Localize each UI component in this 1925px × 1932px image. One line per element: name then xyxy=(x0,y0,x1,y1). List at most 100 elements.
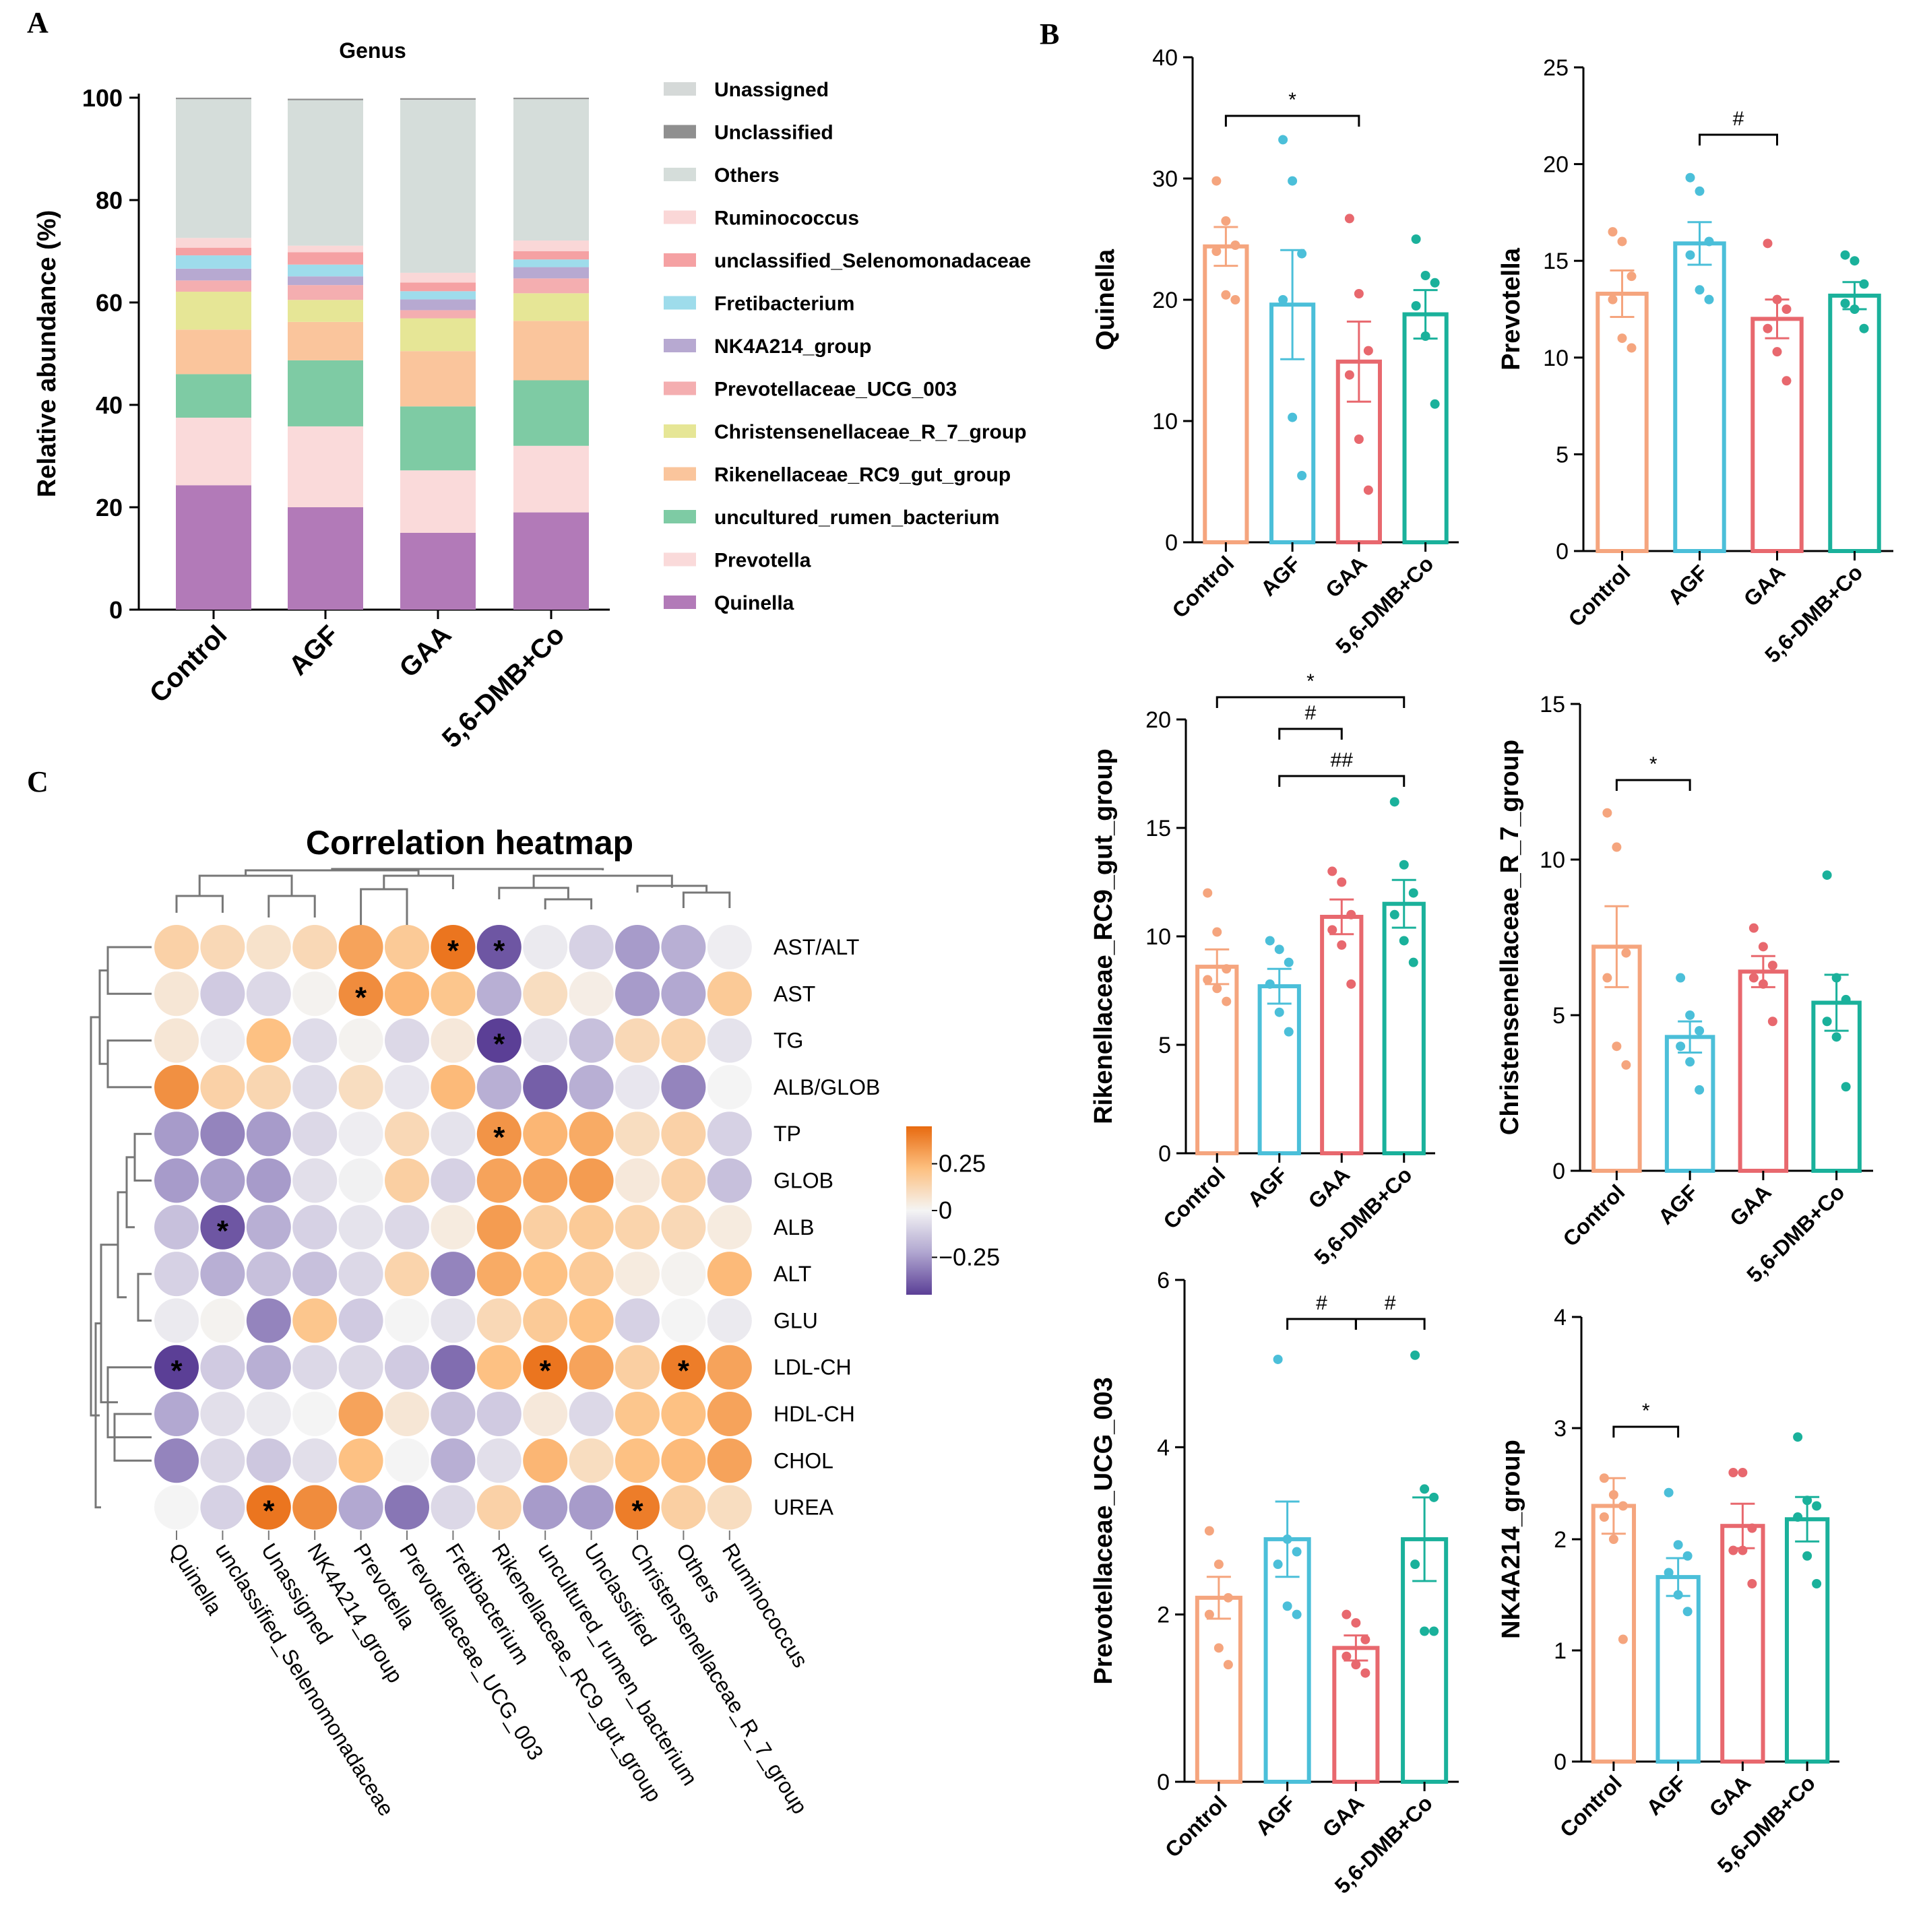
data-point-control xyxy=(1599,1512,1609,1522)
significance-bracket xyxy=(1699,133,1778,146)
heatmap-cell xyxy=(431,1018,476,1063)
data-point-5-6-dmb-co xyxy=(1793,1432,1803,1442)
data-point-5-6-dmb-co xyxy=(1430,278,1440,288)
data-point-gaa xyxy=(1781,376,1792,386)
data-point-control xyxy=(1203,888,1213,898)
heatmap-cell xyxy=(615,1298,660,1343)
data-point-5-6-dmb-co xyxy=(1399,860,1409,870)
data-point-gaa xyxy=(1342,1651,1352,1661)
heatmap-cell xyxy=(523,1392,568,1436)
heatmap-cell xyxy=(615,1018,660,1063)
data-point-agf xyxy=(1282,1601,1292,1611)
x-tick-label: AGF xyxy=(1653,1180,1703,1229)
stack-segment-nk4a214-group xyxy=(176,268,251,281)
data-point-agf xyxy=(1292,1609,1302,1619)
stack-segment-rikenellaceae-rc9-gut-group xyxy=(176,329,251,375)
data-point-gaa xyxy=(1360,1668,1370,1678)
stack-segment-others xyxy=(513,99,589,241)
data-point-gaa xyxy=(1758,942,1768,952)
y-tick-label: 10 xyxy=(1540,847,1565,873)
heatmap-cell xyxy=(292,971,338,1017)
stack-segment-christensenellaceae-r-7-group xyxy=(176,292,251,330)
y-tick-label: 20 xyxy=(96,494,123,521)
heatmap-cell xyxy=(292,1204,338,1250)
significance-label: # xyxy=(1733,108,1744,130)
heatmap-cell xyxy=(385,925,429,969)
data-point-agf xyxy=(1288,176,1298,186)
heatmap-cell xyxy=(661,1345,706,1390)
row-label: LDL-CH xyxy=(774,1355,852,1380)
heatmap-cell xyxy=(200,1064,245,1109)
heatmap-cell xyxy=(385,1204,429,1250)
x-tick-label: GAA xyxy=(1303,1162,1354,1213)
y-tick-label: 20 xyxy=(1145,707,1171,733)
heatmap-cell xyxy=(523,1252,568,1297)
heatmap-cell xyxy=(200,925,245,969)
significance-star: * xyxy=(493,1121,505,1154)
x-tick-label: AGF xyxy=(1663,560,1712,609)
heatmap-cell xyxy=(431,1298,476,1343)
data-point-control xyxy=(1608,1535,1618,1544)
heatmap-cell xyxy=(476,925,522,969)
heatmap-cell xyxy=(246,1392,291,1436)
x-tick-label: GAA xyxy=(1739,560,1790,611)
stack-segment-uncultured-rumen-bacterium xyxy=(400,406,476,471)
data-point-5-6-dmb-co xyxy=(1822,870,1832,880)
heatmap-cell xyxy=(246,925,291,969)
heatmap-cell xyxy=(661,1252,706,1297)
data-point-5-6-dmb-co xyxy=(1850,256,1860,266)
y-tick-label: 10 xyxy=(1145,924,1171,950)
heatmap-cell xyxy=(431,1485,476,1530)
heatmap-cell xyxy=(292,1485,338,1530)
y-tick-label: 0 xyxy=(1157,1770,1170,1795)
legend-label: Fretibacterium xyxy=(714,293,854,315)
heatmap-cell xyxy=(385,1064,429,1109)
heatmap-cell xyxy=(707,1064,752,1109)
heatmap-cell xyxy=(661,1064,706,1109)
y-tick-label: 4 xyxy=(1157,1435,1170,1460)
heatmap-cell xyxy=(569,1298,614,1343)
significance-label: * xyxy=(1649,753,1658,775)
legend-swatch-uncultured-rumen-bacterium xyxy=(664,510,696,523)
data-point-gaa xyxy=(1728,1468,1738,1477)
heatmap-cell xyxy=(154,1392,199,1436)
heatmap-cell xyxy=(200,1438,245,1483)
y-tick-label: 20 xyxy=(1152,288,1178,313)
significance-label: # xyxy=(1385,1292,1396,1314)
heatmap-cell xyxy=(615,1252,660,1297)
data-point-gaa xyxy=(1738,1468,1748,1477)
data-point-agf xyxy=(1265,936,1275,946)
dendrogram-branch xyxy=(360,888,408,926)
dendrogram-branch xyxy=(532,874,673,888)
row-label: AST xyxy=(774,981,815,1006)
data-point-gaa xyxy=(1327,925,1337,935)
legend-label: unclassified_Selenomonadaceae xyxy=(714,250,1031,272)
heatmap-cell xyxy=(338,1018,383,1063)
heatmap-cell xyxy=(661,1018,706,1063)
y-tick-label: 20 xyxy=(1543,152,1569,178)
heatmap-cell xyxy=(476,1018,522,1063)
heatmap-cell xyxy=(200,1158,245,1203)
data-point-agf xyxy=(1695,1085,1705,1095)
heatmap-cell xyxy=(292,925,338,969)
stack-segment-rikenellaceae-rc9-gut-group xyxy=(513,321,589,381)
x-tick-label: GAA xyxy=(1725,1180,1776,1231)
data-point-gaa xyxy=(1772,347,1782,357)
heatmap-cell xyxy=(569,1204,614,1250)
heatmap-cell xyxy=(707,1438,752,1483)
heatmap-cell xyxy=(569,925,614,969)
data-point-control xyxy=(1213,1559,1224,1570)
stack-segment-others xyxy=(176,99,251,238)
stack-segment-ruminococcus xyxy=(288,245,363,253)
column-dendrogram xyxy=(175,868,731,926)
stack-segment-prevotella xyxy=(176,418,251,486)
significance-star: * xyxy=(631,1495,643,1528)
stack-segment-fretibacterium xyxy=(288,264,363,277)
data-point-control xyxy=(1617,333,1627,344)
heatmap-cell xyxy=(615,1158,660,1203)
heatmap-cell xyxy=(292,1438,338,1483)
y-tick-label: 30 xyxy=(1152,166,1178,192)
data-point-gaa xyxy=(1327,866,1337,876)
stack-segment-prevotella xyxy=(400,470,476,533)
x-tick-label: GAA xyxy=(1318,1791,1369,1842)
